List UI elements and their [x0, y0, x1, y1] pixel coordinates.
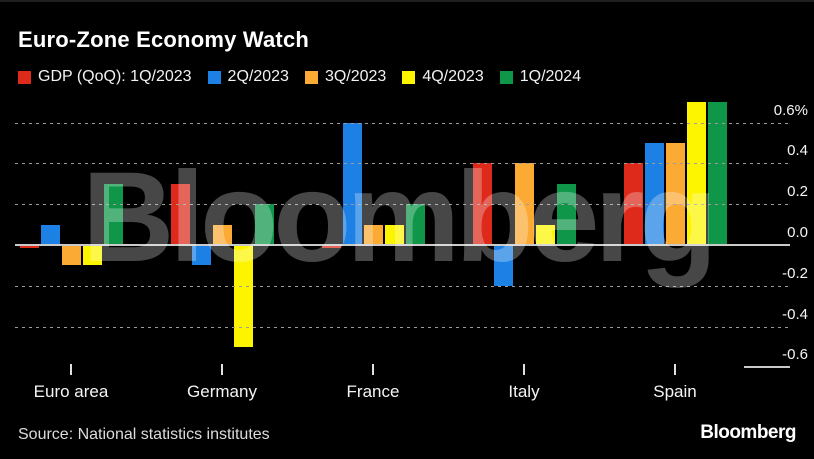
- legend: GDP (QoQ): 1Q/2023 2Q/2023 3Q/2023 4Q/2023 1…: [18, 68, 581, 86]
- y-axis-label: 0.0: [787, 224, 808, 241]
- source-text: Source: National statistics institutes: [18, 426, 270, 443]
- legend-label: 2Q/2023: [227, 68, 289, 85]
- gridline-0.4: [15, 163, 790, 165]
- y-axis-label: 0.4: [787, 142, 808, 160]
- legend-label: GDP (QoQ): 1Q/2023: [38, 68, 192, 85]
- legend-item-2: 3Q/2023: [304, 68, 387, 86]
- legend-swatch-icon: [304, 70, 318, 84]
- legend-swatch-icon: [207, 70, 221, 84]
- x-axis-tick: [372, 364, 374, 375]
- x-axis-tick: [523, 364, 525, 375]
- bar-euro-area-2Q-2023: [40, 224, 60, 245]
- legend-item-4: 1Q/2024: [499, 68, 582, 86]
- x-axis-tick: [70, 364, 72, 375]
- legend-label: 3Q/2023: [324, 68, 387, 85]
- bar-germany-2Q-2023: [191, 245, 211, 266]
- bar-france-2Q-2023: [342, 122, 362, 245]
- bar-france-1Q-2024: [405, 204, 425, 245]
- x-axis-label-spain: Spain: [653, 382, 697, 401]
- bar-euro-area-1Q-2024: [103, 183, 123, 245]
- chart-title: Euro-Zone Economy Watch: [18, 27, 310, 52]
- bar-spain-4Q-2023: [686, 102, 706, 245]
- legend-swatch-icon: [499, 70, 513, 84]
- bar-italy-4Q-2023: [535, 224, 555, 245]
- bar-germany-3Q-2023: [212, 224, 232, 245]
- legend-label: 1Q/2024: [519, 68, 582, 85]
- x-axis-label-italy: Italy: [508, 382, 540, 401]
- bar-france-3Q-2023: [363, 224, 383, 245]
- bar-spain-2Q-2023: [644, 143, 664, 245]
- bar-germany-4Q-2023: [233, 245, 253, 347]
- gridline-0.6%: [15, 122, 790, 124]
- gridline--0.4: [15, 326, 790, 328]
- x-axis-tick: [221, 364, 223, 375]
- y-axis-label: -0.6: [782, 346, 808, 364]
- x-axis-label-germany: Germany: [187, 382, 257, 401]
- bar-italy-1Q-2024: [556, 183, 576, 245]
- legend-swatch-icon: [18, 70, 31, 84]
- x-axis-label-france: France: [346, 382, 400, 401]
- bar-france-4Q-2023: [384, 224, 404, 245]
- bar-france-1Q-2023: [321, 245, 341, 248]
- legend-swatch-icon: [402, 70, 416, 84]
- bar-spain-3Q-2023: [665, 143, 685, 245]
- legend-label: 4Q/2023: [422, 68, 484, 85]
- gridline-0.2: [15, 204, 790, 206]
- y-axis-label: 0.6%: [773, 101, 808, 119]
- y-axis-label: -0.2: [782, 264, 808, 282]
- bar-euro-area-3Q-2023: [61, 245, 81, 266]
- bar-germany-1Q-2023: [170, 183, 190, 245]
- y-axis-label: -0.4: [782, 305, 808, 323]
- bar-euro-area-4Q-2023: [82, 245, 102, 266]
- legend-item-0: GDP (QoQ): 1Q/2023: [18, 68, 192, 86]
- legend-item-3: 4Q/2023: [402, 68, 484, 86]
- y-axis-label: 0.2: [787, 183, 808, 201]
- bar-italy-2Q-2023: [493, 245, 513, 286]
- legend-item-1: 2Q/2023: [207, 68, 289, 86]
- x-axis-label-euro-area: Euro area: [33, 382, 109, 401]
- x-axis-tick: [674, 364, 676, 375]
- bar-germany-1Q-2024: [254, 204, 274, 245]
- bar-spain-1Q-2024: [707, 102, 727, 245]
- gridline--0.2: [15, 285, 790, 287]
- axis-bottom-stub: [744, 366, 790, 369]
- zero-line: [15, 244, 790, 246]
- bloomberg-logo: Bloomberg: [700, 422, 796, 443]
- bar-euro-area-1Q-2023: [19, 245, 39, 248]
